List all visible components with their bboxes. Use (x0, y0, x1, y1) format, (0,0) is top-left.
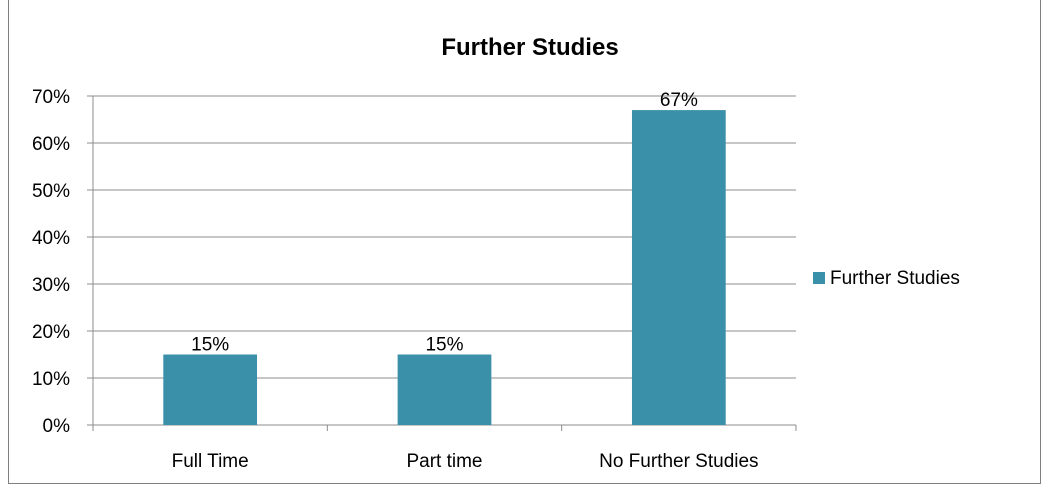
bar (163, 355, 257, 426)
x-tick-label: Part time (406, 451, 482, 472)
y-tick-label: 20% (32, 322, 70, 343)
y-tick-label: 60% (32, 134, 70, 155)
chart-title: Further Studies (441, 34, 618, 61)
bar (632, 110, 726, 425)
y-tick-label: 70% (32, 87, 70, 108)
data-label: 15% (425, 335, 463, 356)
data-label: 67% (660, 90, 698, 111)
data-label: 15% (191, 335, 229, 356)
y-axis: 0% 10% 20% 30% 40% 50% 60% 70% (32, 87, 93, 437)
x-tick-label: Full Time (172, 451, 249, 472)
legend-label: Further Studies (830, 268, 960, 289)
bar (398, 355, 492, 426)
bars (163, 110, 725, 425)
legend: Further Studies (813, 268, 960, 289)
y-tick-label: 30% (32, 275, 70, 296)
x-tick-label: No Further Studies (599, 451, 758, 472)
y-tick-label: 40% (32, 228, 70, 249)
y-tick-label: 10% (32, 369, 70, 390)
y-tick-label: 50% (32, 181, 70, 202)
data-labels: 15% 15% 67% (191, 90, 698, 355)
x-axis: Full Time Part time No Further Studies (93, 425, 796, 472)
legend-swatch (813, 272, 825, 284)
y-tick-label: 0% (43, 416, 71, 437)
